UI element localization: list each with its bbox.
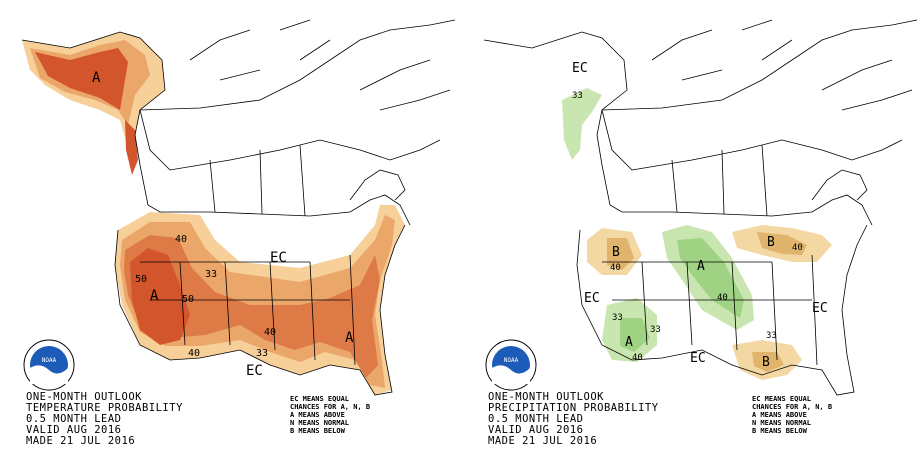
ec-central-label: EC [270,250,287,266]
gulf-dry-40 [752,352,784,372]
contour-40-southwest: 40 [632,353,643,363]
precipitation-outlook-map-panel: EC 33 B 40 A 40 B 40 A 33 33 40 B 33 EC … [462,0,924,465]
legend-line: B MEANS BELOW [290,427,345,435]
legend-line: CHANCES FOR A, N, B [752,403,833,411]
contour-33-mid: 33 [205,269,217,280]
temperature-map: A A A EC EC 40 50 50 33 40 33 40 [21,19,456,396]
legend-line: EC MEANS EQUAL [290,395,350,403]
contour-40-south: 40 [264,327,276,338]
noaa-logo: NOAA [23,339,75,391]
title-line: MADE 21 JUL 2016 [488,435,598,447]
plains-wet-40 [677,238,744,318]
ec-south-label: EC [246,363,263,379]
contour-40-southwest: 40 [188,348,200,359]
map-outlines [483,19,918,396]
legend-line: N MEANS NORMAL [752,419,812,427]
west-a-label: A [150,288,159,304]
noaa-logo-text: NOAA [42,357,57,364]
ak-wet-33 [562,88,602,160]
ec-east-label: EC [812,301,828,316]
temperature-legend: EC MEANS EQUAL CHANCES FOR A, N, B A MEA… [290,395,370,435]
noaa-logo-text: NOAA [504,357,519,364]
precipitation-legend: EC MEANS EQUAL CHANCES FOR A, N, B A MEA… [752,395,832,435]
legend-line: EC MEANS EQUAL [752,395,812,403]
legend-line: B MEANS BELOW [752,427,807,435]
contour-40-plains: 40 [717,293,728,303]
title-line: VALID AUG 2016 [488,424,584,436]
title-line: VALID AUG 2016 [26,424,122,436]
ec-west-label: EC [584,291,600,306]
legend-line: N MEANS NORMAL [290,419,350,427]
conus-above-50 [124,235,380,378]
bc-coast-above [125,120,138,175]
title-line: TEMPERATURE PROBABILITY [26,402,183,414]
temperature-outlook-map-panel: A A A EC EC 40 50 50 33 40 33 40 NOAA ON… [21,19,456,447]
ec-south-label: EC [690,351,706,366]
temperature-title-block: ONE-MONTH OUTLOOK TEMPERATURE PROBABILIT… [26,392,183,447]
precipitation-title-block: ONE-MONTH OUTLOOK PRECIPITATION PROBABIL… [488,392,659,447]
contour-40-north: 40 [175,234,187,245]
southeast-a-label: A [345,330,354,346]
b-gulf-label: B [762,355,770,370]
contour-40-northwest: 40 [610,263,621,273]
legend-line: A MEANS ABOVE [290,411,345,419]
contour-40-greatlakes: 40 [792,243,803,253]
b-northwest-label: B [612,245,620,260]
legend-line: CHANCES FOR A, N, B [290,403,371,411]
contour-33-alaska: 33 [572,91,583,101]
title-line: MADE 21 JUL 2016 [26,435,136,447]
sw-wet-40 [620,318,650,352]
a-southwest-label: A [625,335,633,350]
alaska-above-50 [35,48,128,110]
title-line: ONE-MONTH OUTLOOK [26,391,142,403]
contour-33-southwest-b: 33 [650,325,661,335]
map-outlines [21,19,456,396]
a-plains-label: A [697,259,705,274]
title-line: PRECIPITATION PROBABILITY [488,402,659,414]
alaska-a-label: A [92,70,101,86]
greatlakes-dry-40 [757,232,807,255]
b-greatlakes-label: B [767,235,775,250]
legend-line: A MEANS ABOVE [752,411,807,419]
contour-33-south: 33 [256,348,268,359]
conus-above-40 [120,215,395,388]
precipitation-map: EC 33 B 40 A 40 B 40 A 33 33 40 B 33 EC … [483,19,918,396]
title-line: 0.5 MONTH LEAD [26,413,122,425]
noaa-logo: NOAA [485,339,537,391]
title-line: ONE-MONTH OUTLOOK [488,391,604,403]
title-line: 0.5 MONTH LEAD [488,413,584,425]
contour-50-west: 50 [135,274,147,285]
contour-50-east: 50 [182,294,194,305]
contour-33-gulf: 33 [766,331,777,341]
ec-alaska-label: EC [572,61,588,76]
contour-33-southwest-a: 33 [612,313,623,323]
conus-above-60 [130,248,190,345]
